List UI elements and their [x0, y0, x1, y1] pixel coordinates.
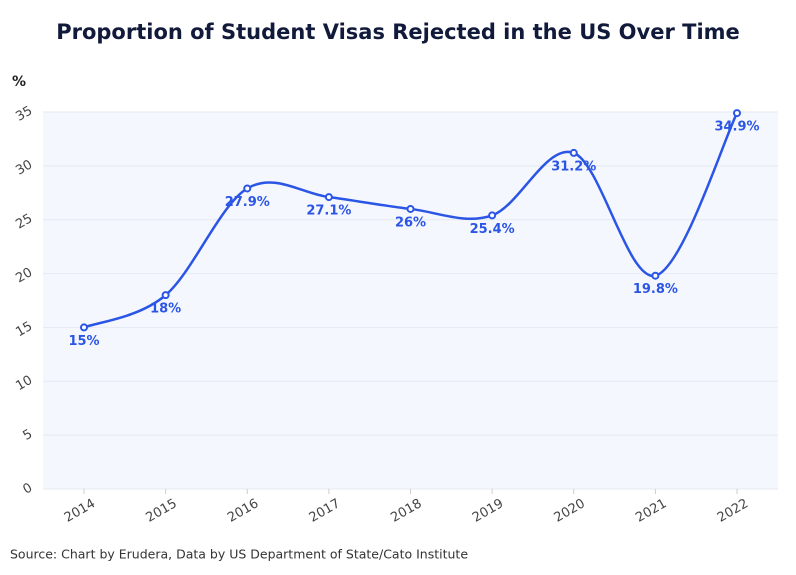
- point: [324, 193, 333, 202]
- data-label: 26%: [395, 215, 426, 230]
- y-tick-label: 5: [21, 427, 36, 444]
- y-axis-label: %: [12, 74, 26, 90]
- y-tick-label: 10: [13, 373, 35, 394]
- data-label: 27.9%: [225, 195, 270, 210]
- point: [651, 271, 660, 280]
- data-label: 15%: [68, 334, 99, 349]
- x-tick-label: 2014: [62, 496, 98, 526]
- y-tick-label: 15: [13, 319, 35, 340]
- x-tick-label: 2017: [307, 496, 343, 526]
- data-label: 25.4%: [470, 222, 515, 237]
- y-tick-label: 0: [21, 481, 36, 498]
- point: [488, 211, 497, 220]
- x-tick-label: 2020: [552, 496, 588, 526]
- data-label: 19.8%: [633, 282, 678, 297]
- data-label: 34.9%: [714, 120, 759, 135]
- line: [83, 112, 739, 329]
- point: [569, 148, 578, 157]
- point: [733, 109, 741, 118]
- point: [80, 323, 88, 332]
- x-tick-label: 2018: [388, 496, 424, 526]
- y-tick-label: 25: [13, 211, 35, 232]
- point: [243, 184, 252, 193]
- source-note: Source: Chart by Erudera, Data by US Dep…: [10, 547, 468, 562]
- y-tick-label: 30: [13, 157, 35, 178]
- data-label: 18%: [150, 302, 181, 317]
- chart-title: Proportion of Student Visas Rejected in …: [56, 20, 740, 44]
- y-tick-label: 20: [13, 265, 35, 286]
- x-tick-label: 2021: [633, 496, 669, 526]
- point: [161, 291, 170, 300]
- x-tick-label: 2016: [225, 496, 261, 526]
- data-label: 31.2%: [551, 159, 596, 174]
- x-tick-label: 2019: [470, 496, 506, 526]
- y-tick-label: 35: [13, 104, 35, 125]
- x-tick-label: 2015: [144, 496, 180, 526]
- plot-area: [43, 112, 778, 489]
- point: [406, 204, 415, 213]
- x-tick-label: 2022: [715, 496, 751, 526]
- data-label: 27.1%: [306, 204, 351, 219]
